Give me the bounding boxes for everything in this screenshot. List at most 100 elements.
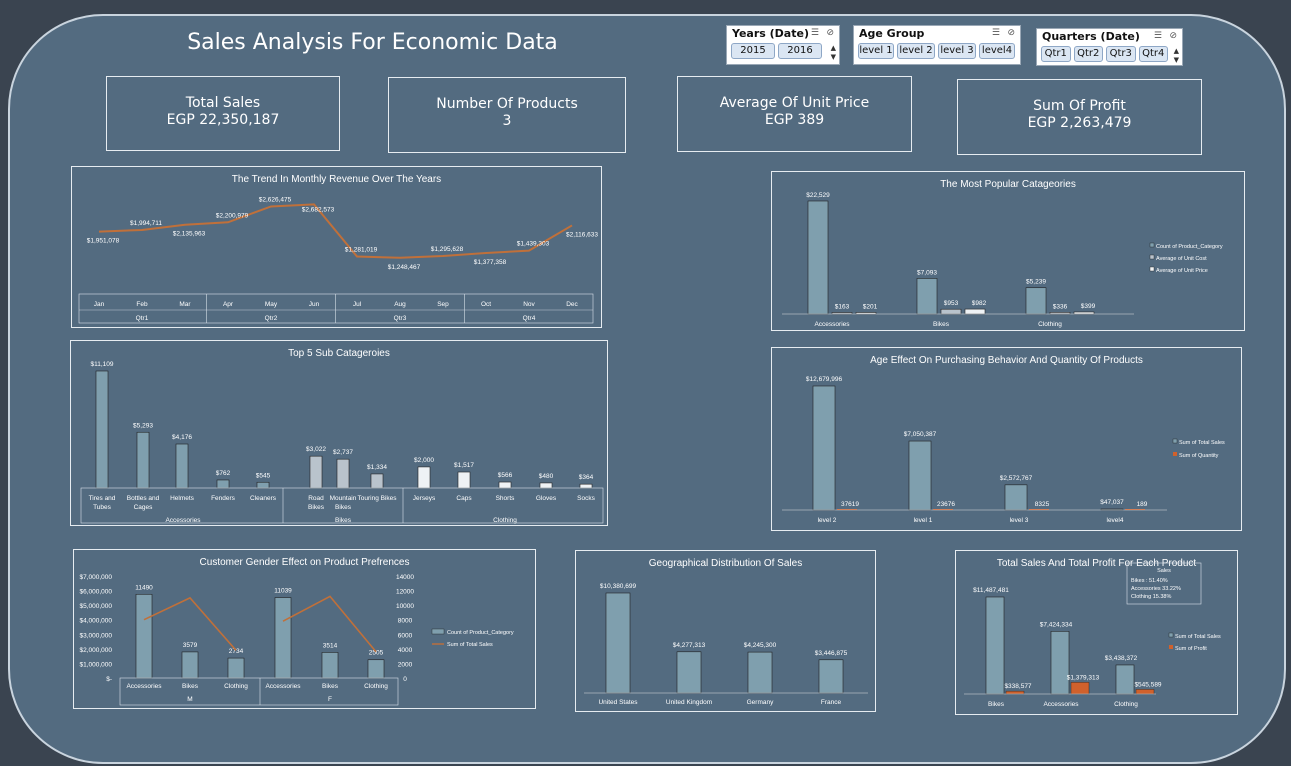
month-tick-label: Apr bbox=[223, 301, 234, 308]
category-tick-label: Bikes bbox=[322, 683, 339, 690]
data-label: $2,626,475 bbox=[259, 196, 292, 203]
slicer-item-level4[interactable]: level4 bbox=[979, 43, 1015, 59]
bar bbox=[964, 308, 986, 315]
kpi-total-sales: Total Sales EGP 22,350,187 bbox=[106, 76, 340, 151]
quarter-label: Qtr1 bbox=[136, 315, 149, 322]
clear-filter-icon[interactable]: ⊘ bbox=[1007, 28, 1015, 38]
bar bbox=[908, 440, 932, 511]
bar bbox=[367, 659, 385, 679]
chart-title: Total Sales And Total Profit For Each Pr… bbox=[997, 558, 1197, 569]
data-label: 3579 bbox=[183, 642, 198, 649]
y2-tick-label: 0 bbox=[403, 676, 407, 683]
legend-label: Average of Unit Cost bbox=[1156, 256, 1207, 262]
bar bbox=[336, 458, 350, 489]
data-label: 11490 bbox=[135, 584, 153, 591]
bar bbox=[136, 431, 150, 489]
y-tick-label: $6,000,000 bbox=[79, 589, 112, 596]
page-title: Sales Analysis For Economic Data bbox=[187, 30, 558, 55]
data-label: 2734 bbox=[229, 648, 244, 655]
category-tick-label: Bikes bbox=[308, 504, 325, 511]
quarter-label: Qtr3 bbox=[394, 315, 407, 322]
slicer-item-level1[interactable]: level 1 bbox=[858, 43, 894, 59]
bar bbox=[676, 651, 702, 694]
age-group-slicer[interactable]: Age Group ☰ ⊘ level 1 level 2 level 3 le… bbox=[853, 25, 1021, 65]
monthly-revenue-chart[interactable]: The Trend In Monthly Revenue Over The Ye… bbox=[71, 166, 602, 328]
legend-swatch bbox=[1173, 452, 1177, 456]
kpi-label: Average Of Unit Price bbox=[719, 95, 870, 111]
slicer-item-2016[interactable]: 2016 bbox=[778, 43, 822, 59]
category-tick-label: Germany bbox=[747, 699, 774, 706]
slicer-item-2015[interactable]: 2015 bbox=[731, 43, 775, 59]
y-tick-label: $4,000,000 bbox=[79, 618, 112, 625]
kpi-value: 3 bbox=[502, 113, 512, 129]
y2-tick-label: 12000 bbox=[396, 589, 414, 596]
data-label: $7,424,334 bbox=[1040, 621, 1073, 628]
data-label: $762 bbox=[216, 470, 231, 477]
data-label: $12,679,996 bbox=[806, 376, 843, 383]
data-label: $1,517 bbox=[454, 462, 474, 469]
data-label: $4,245,300 bbox=[744, 642, 777, 649]
slicer-item-level2[interactable]: level 2 bbox=[897, 43, 935, 59]
data-label: $11,109 bbox=[90, 361, 113, 368]
data-label: $7,050,387 bbox=[904, 431, 937, 438]
data-label: $1,379,313 bbox=[1067, 674, 1100, 681]
product-sales-profit-chart[interactable]: Total Sales And Total Profit For Each Pr… bbox=[955, 550, 1238, 715]
scroll-arrows-icon[interactable]: ▲ ▼ bbox=[830, 44, 836, 61]
bar bbox=[457, 471, 471, 489]
geo-distribution-chart[interactable]: Geographical Distribution Of Sales $10,38… bbox=[575, 550, 876, 712]
scroll-arrows-icon[interactable]: ▲ ▼ bbox=[1173, 47, 1179, 64]
data-label: $1,994,711 bbox=[130, 220, 162, 227]
slicer-item-qtr4[interactable]: Qtr4 bbox=[1138, 46, 1168, 62]
years-slicer-title: Years (Date) bbox=[732, 27, 809, 40]
gender-effect-chart[interactable]: Customer Gender Effect on Product Prefre… bbox=[73, 549, 536, 709]
data-label: $5,293 bbox=[133, 422, 153, 429]
top-sub-categories-chart[interactable]: Top 5 Sub Catageroies $11,109 Tires and Tub… bbox=[70, 340, 608, 526]
kpi-number-of-products: Number Of Products 3 bbox=[388, 77, 626, 153]
data-label: $545 bbox=[256, 472, 271, 479]
legend-swatch bbox=[1149, 254, 1155, 260]
data-label: $3,446,875 bbox=[815, 650, 848, 657]
data-label: $11,487,481 bbox=[973, 587, 1009, 594]
category-tick-label: Road bbox=[308, 495, 324, 502]
multi-select-icon[interactable]: ☰ bbox=[1153, 31, 1162, 41]
data-label: $22,529 bbox=[806, 192, 830, 199]
age-effect-chart[interactable]: Age Effect On Purchasing Behavior And Qu… bbox=[771, 347, 1242, 531]
month-tick-label: Mar bbox=[179, 301, 191, 308]
y2-tick-label: 4000 bbox=[398, 647, 413, 654]
quarter-label: Qtr2 bbox=[265, 315, 278, 322]
dashboard-background bbox=[8, 14, 1286, 764]
category-tick-label: Bikes bbox=[988, 701, 1005, 708]
month-tick-label: Jan bbox=[94, 301, 105, 308]
multi-select-icon[interactable]: ☰ bbox=[810, 28, 819, 38]
data-label: $1,334 bbox=[367, 464, 387, 471]
data-label: 8325 bbox=[1035, 501, 1050, 508]
x-axis-frame bbox=[78, 293, 594, 324]
quarter-label: Qtr4 bbox=[523, 315, 536, 322]
bar bbox=[605, 592, 631, 694]
slicer-item-qtr2[interactable]: Qtr2 bbox=[1073, 46, 1103, 62]
popular-categories-chart[interactable]: The Most Popular Catageories $22,529 $163 $… bbox=[771, 171, 1245, 331]
clear-filter-icon[interactable]: ⊘ bbox=[826, 28, 834, 38]
bar bbox=[175, 443, 189, 489]
clear-filter-icon[interactable]: ⊘ bbox=[1169, 31, 1177, 41]
years-slicer[interactable]: Years (Date) ☰ ⊘ 2015 2016 ▲ ▼ bbox=[726, 25, 840, 65]
quarters-slicer[interactable]: Quarters (Date) ☰ ⊘ Qtr1 Qtr2 Qtr3 Qtr4 … bbox=[1036, 28, 1183, 66]
slicer-item-qtr3[interactable]: Qtr3 bbox=[1106, 46, 1136, 62]
bar bbox=[1029, 509, 1049, 510]
bar bbox=[135, 593, 153, 679]
legend-swatch bbox=[1168, 632, 1174, 638]
legend-swatch bbox=[1172, 438, 1178, 444]
multi-select-icon[interactable]: ☰ bbox=[991, 28, 1000, 38]
month-tick-label: Oct bbox=[481, 301, 491, 308]
x-axis-frame bbox=[80, 487, 604, 524]
bar bbox=[579, 483, 593, 489]
kpi-label: Number Of Products bbox=[436, 96, 578, 112]
bar bbox=[227, 657, 245, 679]
slicer-item-level3[interactable]: level 3 bbox=[938, 43, 976, 59]
bar bbox=[818, 659, 844, 694]
kpi-value: EGP 22,350,187 bbox=[166, 112, 280, 128]
bar bbox=[940, 308, 962, 315]
slicer-item-qtr1[interactable]: Qtr1 bbox=[1041, 46, 1071, 62]
bar bbox=[916, 278, 938, 315]
bar bbox=[1005, 690, 1025, 695]
